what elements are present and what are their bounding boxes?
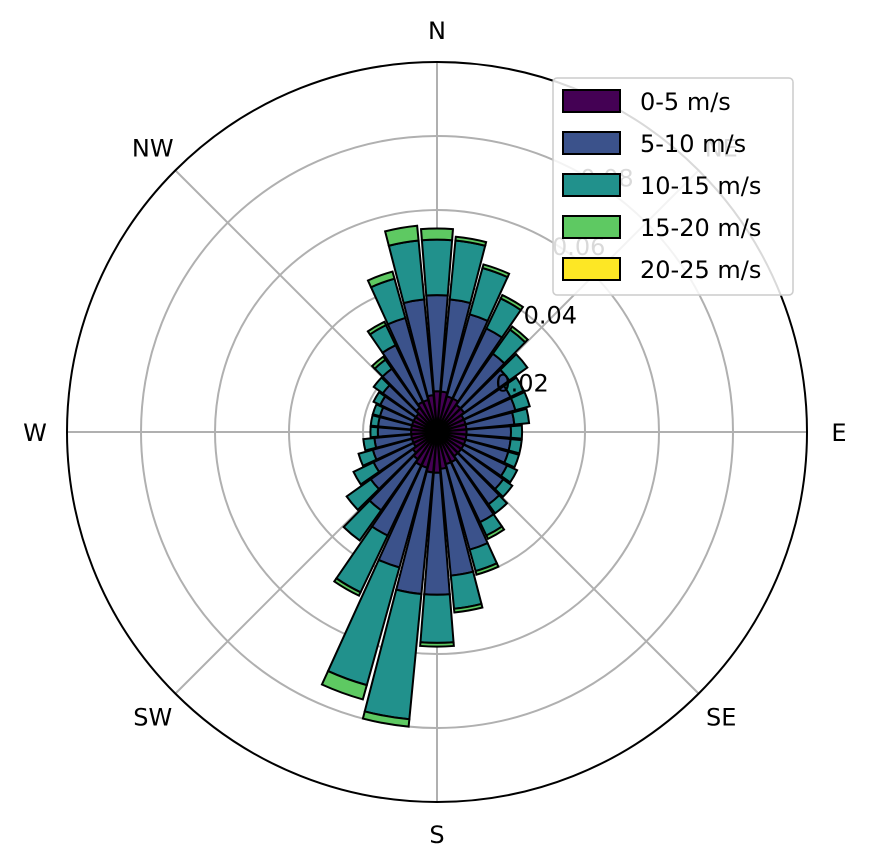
- wind-bar: [449, 570, 483, 610]
- wind-bar: [503, 450, 521, 469]
- wind-bar: [361, 710, 411, 728]
- legend-entry: 10-15 m/s: [562, 172, 761, 200]
- wind-bar: [508, 325, 530, 344]
- wind-bar: [498, 352, 529, 382]
- wind-bar: [509, 390, 531, 412]
- polar-frame: [66, 61, 808, 803]
- legend-swatch: [562, 173, 621, 197]
- wind-bar: [383, 224, 420, 247]
- wind-bar: [511, 407, 531, 426]
- legend-swatch: [562, 89, 621, 113]
- wind-bar: [320, 669, 369, 701]
- legend-entry: 0-5 m/s: [562, 88, 731, 116]
- wind-bar: [452, 602, 484, 614]
- wind-bar: [509, 424, 524, 440]
- wind-bar: [474, 561, 500, 576]
- legend-label: 20-25 m/s: [640, 256, 761, 284]
- wind-bar: [345, 477, 381, 512]
- wind-bar: [332, 576, 362, 597]
- wind-bar: [352, 460, 381, 486]
- direction-label: E: [831, 419, 846, 447]
- legend: 0-5 m/s 5-10 m/s 10-15 m/s 15-20 m/s 20-…: [552, 77, 794, 296]
- wind-bar: [454, 235, 488, 247]
- wind-bar: [369, 425, 380, 439]
- wind-bar: [493, 477, 514, 499]
- direction-label: NW: [132, 135, 174, 163]
- direction-label: S: [429, 821, 444, 849]
- legend-label: 10-15 m/s: [640, 172, 761, 200]
- wind-bar: [499, 293, 525, 312]
- wind-bar: [419, 641, 455, 648]
- legend-label: 0-5 m/s: [640, 88, 731, 116]
- wind-bar: [371, 403, 385, 418]
- direction-label: W: [23, 419, 47, 447]
- wind-bar: [372, 376, 391, 395]
- wind-bar: [481, 263, 511, 279]
- wind-bar: [362, 436, 378, 452]
- wind-bar: [502, 376, 526, 399]
- wind-bar: [499, 464, 519, 484]
- legend-entry: 5-10 m/s: [562, 130, 746, 158]
- legend-label: 5-10 m/s: [640, 130, 746, 158]
- wind-bar: [342, 499, 383, 542]
- direction-label: SW: [133, 703, 172, 731]
- legend-entry: 20-25 m/s: [562, 256, 761, 284]
- legend-swatch: [562, 257, 621, 281]
- legend-entry: 15-20 m/s: [562, 214, 761, 242]
- wind-bar: [372, 390, 387, 407]
- wind-bar: [485, 525, 506, 541]
- wind-bar: [369, 414, 381, 428]
- radial-tick-label: 0.04: [524, 301, 577, 329]
- legend-swatch: [562, 215, 621, 239]
- direction-label: N: [428, 17, 446, 45]
- wind-bar: [420, 238, 454, 297]
- wind-bar: [487, 493, 509, 515]
- wind-bar: [419, 227, 455, 242]
- legend-swatch: [562, 131, 621, 155]
- wind-bar: [357, 448, 378, 468]
- legend-label: 15-20 m/s: [640, 214, 761, 242]
- direction-label: SE: [706, 703, 736, 731]
- wind-bars: [320, 224, 531, 728]
- wind-bar: [419, 593, 455, 644]
- wind-bar: [507, 438, 523, 455]
- radial-tick-label: 0.02: [495, 370, 548, 398]
- wind-bar: [366, 270, 396, 289]
- wind-bar: [370, 355, 387, 371]
- wind-bar: [366, 320, 388, 336]
